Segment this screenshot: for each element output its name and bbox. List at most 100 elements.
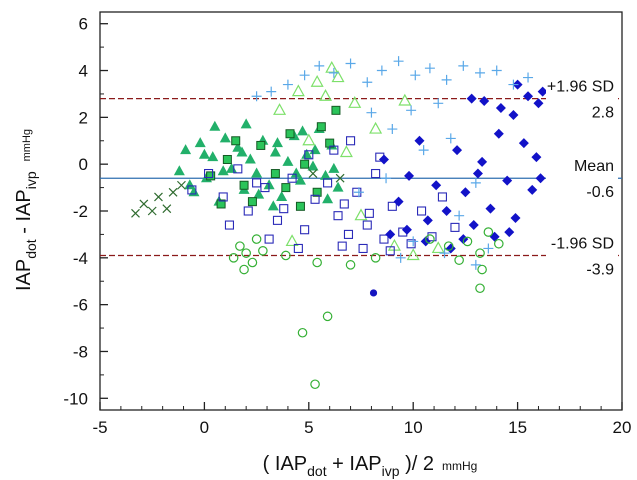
reference-labels: +1.96 SD 2.8 Mean -0.6 -1.96 SD -3.9 xyxy=(546,74,618,278)
filled-diamond-point xyxy=(378,154,389,165)
filled-diamond-point xyxy=(537,86,548,97)
plus-point xyxy=(491,65,502,76)
plus-point xyxy=(353,187,364,198)
open-square-point xyxy=(260,183,270,193)
filled-triangle-point xyxy=(332,181,344,192)
filled-triangle-point xyxy=(207,151,219,162)
open-square-point xyxy=(346,136,356,146)
open-triangle-point xyxy=(406,248,420,261)
open-triangle-point xyxy=(291,84,305,97)
x-tick-label: -5 xyxy=(92,418,107,437)
filled-diamond-point xyxy=(502,175,513,186)
filled-triangle-point xyxy=(198,148,210,159)
reference-lines xyxy=(100,97,622,257)
plus-point xyxy=(475,67,486,78)
plus-point xyxy=(523,72,534,83)
filled-square-point xyxy=(281,183,291,193)
open-square-point xyxy=(224,220,235,230)
plot-frame xyxy=(99,11,623,411)
filled-triangle-point xyxy=(328,162,340,173)
plus-point xyxy=(458,60,469,71)
filled-diamond-point xyxy=(489,231,500,242)
x-point xyxy=(131,208,140,218)
x-tick-label: 15 xyxy=(508,418,527,437)
reference-line-name: -1.96 SD xyxy=(551,235,614,252)
x-point xyxy=(177,180,186,190)
y-tick-label: -6 xyxy=(73,296,88,315)
plus-point xyxy=(408,236,419,247)
open-circle-point xyxy=(425,234,435,244)
plus-point xyxy=(376,65,387,76)
filled-square-point xyxy=(312,187,322,197)
x-point xyxy=(162,204,172,214)
x-point xyxy=(168,187,178,197)
open-square-point xyxy=(337,241,347,251)
open-triangle-point xyxy=(331,70,345,83)
plus-point xyxy=(362,77,373,88)
open-circle-point xyxy=(475,283,485,294)
open-square-point xyxy=(450,222,460,232)
reference-label-backdrop xyxy=(546,231,618,278)
open-square-point xyxy=(293,243,303,254)
y-tick-label: 0 xyxy=(79,155,88,174)
y-tick-label: -10 xyxy=(63,389,88,408)
plus-point xyxy=(328,67,339,78)
open-circle-point xyxy=(297,327,308,338)
open-square-point xyxy=(437,192,447,202)
reference-label-backdrop xyxy=(546,154,618,201)
filled-diamond-point xyxy=(479,95,490,106)
filled-diamond-point xyxy=(414,135,425,146)
open-square-point xyxy=(218,192,228,202)
filled-circle-point xyxy=(369,289,378,297)
open-square-point xyxy=(333,211,343,221)
open-circle-point xyxy=(494,238,504,249)
plus-point xyxy=(470,259,481,270)
open-circle-point xyxy=(483,227,494,237)
open-square-point xyxy=(304,150,314,160)
filled-diamond-point xyxy=(508,110,519,121)
open-circle-point xyxy=(454,255,464,265)
open-triangle-point xyxy=(339,145,353,158)
filled-diamond-point xyxy=(531,152,542,163)
filled-triangle-point xyxy=(297,125,309,136)
reference-line-name: +1.96 SD xyxy=(547,79,614,96)
filled-diamond-point xyxy=(533,98,544,109)
open-circle-point xyxy=(251,234,262,244)
filled-square-point xyxy=(216,199,226,209)
open-circle-point xyxy=(345,260,356,270)
filled-diamond-point xyxy=(527,184,538,195)
filled-triangle-point xyxy=(309,144,321,155)
open-circle-point xyxy=(475,248,485,258)
y-tick-label: -8 xyxy=(73,342,88,361)
plus-point xyxy=(366,107,377,118)
open-triangle-point xyxy=(354,208,368,221)
plus-point xyxy=(381,173,392,184)
filled-triangle-point xyxy=(294,174,306,185)
filled-diamond-point xyxy=(452,145,463,156)
filled-square-point xyxy=(270,169,280,179)
reference-label-backdrop xyxy=(546,74,618,121)
filled-diamond-point xyxy=(468,220,479,231)
filled-square-point xyxy=(331,105,341,115)
filled-triangle-point xyxy=(282,155,294,166)
open-square-point xyxy=(287,173,297,183)
open-square-point xyxy=(300,225,310,235)
open-square-point xyxy=(243,206,253,216)
open-square-point xyxy=(204,168,214,179)
x-tick-label: 20 xyxy=(613,418,632,437)
open-circle-point xyxy=(241,248,251,258)
filled-triangle-point xyxy=(184,179,196,190)
filled-diamond-point xyxy=(523,91,534,102)
open-triangle-point xyxy=(318,89,333,101)
filled-diamond-point xyxy=(393,196,404,207)
x-point xyxy=(308,169,318,178)
open-square-point xyxy=(252,178,262,188)
x-tick-label: 0 xyxy=(200,418,209,437)
open-square-point xyxy=(343,229,354,239)
plus-point xyxy=(433,98,444,109)
filled-triangle-point xyxy=(217,165,229,176)
open-circle-point xyxy=(247,257,258,268)
open-square-point xyxy=(339,199,349,209)
x-axis-title: ( IAPdot + IAPivp )/ 2 mmHg xyxy=(263,453,478,479)
